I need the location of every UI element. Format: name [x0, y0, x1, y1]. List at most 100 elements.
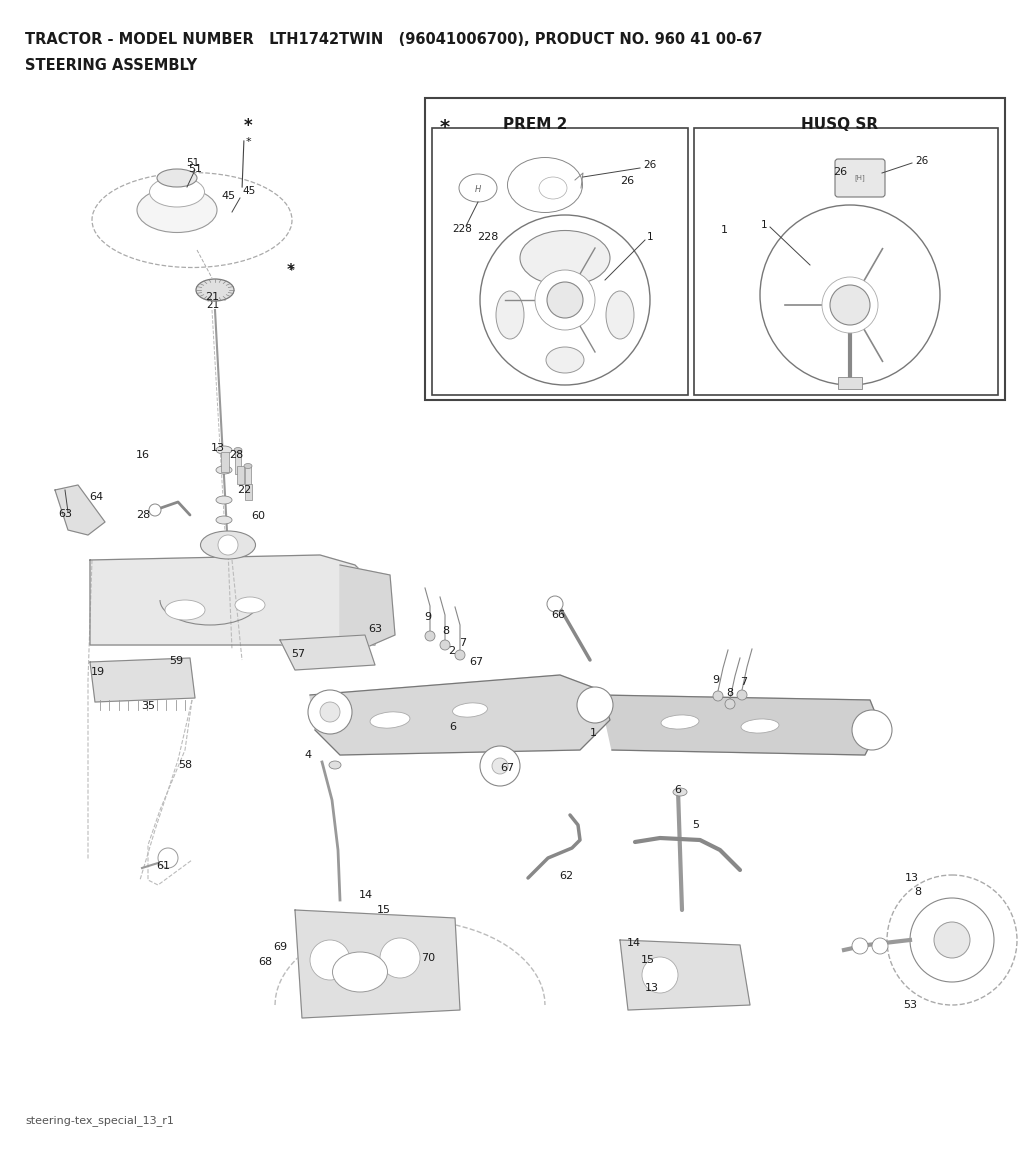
Circle shape — [910, 897, 994, 982]
Circle shape — [440, 640, 450, 650]
Text: 51: 51 — [188, 164, 202, 174]
Ellipse shape — [662, 715, 699, 729]
Text: 57: 57 — [291, 649, 305, 660]
Text: PREM 2: PREM 2 — [503, 117, 567, 132]
Text: 19: 19 — [91, 666, 105, 677]
Text: 53: 53 — [903, 1000, 918, 1009]
Polygon shape — [620, 940, 750, 1009]
Text: 22: 22 — [237, 485, 251, 495]
Circle shape — [158, 848, 178, 869]
Text: 63: 63 — [368, 624, 382, 634]
Text: 228: 228 — [452, 224, 472, 234]
Polygon shape — [280, 635, 375, 670]
Bar — [425, 98, 1005, 400]
Text: 45: 45 — [221, 191, 236, 201]
Text: 4: 4 — [304, 750, 311, 760]
Ellipse shape — [508, 157, 583, 213]
Circle shape — [887, 875, 1017, 1005]
Text: 66: 66 — [551, 610, 565, 620]
Text: 13: 13 — [905, 873, 919, 884]
Text: *: * — [440, 118, 451, 137]
Polygon shape — [295, 910, 460, 1018]
Text: 14: 14 — [359, 891, 373, 900]
Polygon shape — [90, 658, 195, 702]
Text: [H]: [H] — [855, 174, 865, 181]
Polygon shape — [600, 695, 880, 755]
Ellipse shape — [201, 531, 256, 559]
Circle shape — [830, 285, 870, 325]
Polygon shape — [90, 556, 375, 644]
Text: *: * — [287, 263, 295, 278]
Text: 51: 51 — [186, 158, 200, 167]
Text: 16: 16 — [136, 450, 150, 460]
Circle shape — [310, 940, 350, 979]
Bar — [245, 484, 252, 500]
Circle shape — [737, 690, 746, 700]
Text: 45: 45 — [242, 186, 255, 196]
Circle shape — [380, 938, 420, 978]
Ellipse shape — [741, 718, 779, 733]
Circle shape — [319, 702, 340, 722]
Text: *: * — [245, 137, 251, 147]
Text: 63: 63 — [58, 509, 72, 519]
Ellipse shape — [234, 447, 242, 453]
Text: 2: 2 — [449, 646, 456, 656]
Polygon shape — [55, 485, 105, 535]
Text: 5: 5 — [692, 820, 699, 830]
Circle shape — [577, 687, 613, 723]
Text: 1: 1 — [590, 728, 597, 738]
Text: 6: 6 — [675, 785, 682, 795]
Text: 70: 70 — [421, 953, 435, 963]
Circle shape — [218, 535, 238, 556]
Circle shape — [852, 710, 892, 750]
Text: 1: 1 — [761, 219, 767, 230]
Circle shape — [150, 504, 161, 516]
Text: TRACTOR - MODEL NUMBER   LTH1742TWIN   (96041006700), PRODUCT NO. 960 41 00-67: TRACTOR - MODEL NUMBER LTH1742TWIN (9604… — [25, 32, 763, 47]
Circle shape — [455, 650, 465, 660]
Ellipse shape — [673, 788, 687, 796]
Text: 8: 8 — [726, 688, 733, 698]
Ellipse shape — [520, 231, 610, 285]
Ellipse shape — [329, 761, 341, 769]
Text: 62: 62 — [559, 871, 573, 881]
Ellipse shape — [453, 703, 487, 717]
Circle shape — [425, 631, 435, 641]
Circle shape — [760, 204, 940, 385]
Text: 13: 13 — [211, 444, 225, 453]
Circle shape — [725, 699, 735, 709]
Text: 59: 59 — [169, 656, 183, 666]
Text: 8: 8 — [442, 626, 450, 636]
Circle shape — [308, 690, 352, 733]
Text: 68: 68 — [258, 957, 272, 967]
Text: 228: 228 — [477, 232, 499, 243]
Bar — [234, 450, 241, 474]
FancyBboxPatch shape — [835, 159, 885, 198]
Text: 28: 28 — [229, 450, 243, 460]
Text: 67: 67 — [469, 657, 483, 666]
Circle shape — [480, 215, 650, 385]
Text: 21: 21 — [207, 300, 219, 310]
Text: 26: 26 — [915, 156, 928, 166]
Ellipse shape — [606, 291, 634, 340]
Text: 64: 64 — [89, 492, 103, 502]
Bar — [432, 128, 688, 395]
Text: 9: 9 — [713, 675, 720, 685]
Text: 1: 1 — [647, 232, 653, 243]
Text: 69: 69 — [273, 942, 287, 952]
Bar — [237, 465, 244, 484]
Ellipse shape — [459, 174, 497, 202]
Bar — [694, 128, 998, 395]
Text: HUSQ SR: HUSQ SR — [802, 117, 879, 132]
Ellipse shape — [496, 291, 524, 340]
Text: 60: 60 — [251, 511, 265, 521]
Circle shape — [547, 596, 563, 612]
Ellipse shape — [244, 463, 252, 469]
Text: 14: 14 — [627, 938, 641, 948]
Text: 35: 35 — [141, 701, 155, 711]
Bar — [245, 465, 251, 490]
Text: 15: 15 — [641, 955, 655, 964]
Circle shape — [852, 938, 868, 954]
Ellipse shape — [165, 599, 205, 620]
Text: *: * — [288, 266, 294, 276]
Ellipse shape — [216, 446, 232, 454]
